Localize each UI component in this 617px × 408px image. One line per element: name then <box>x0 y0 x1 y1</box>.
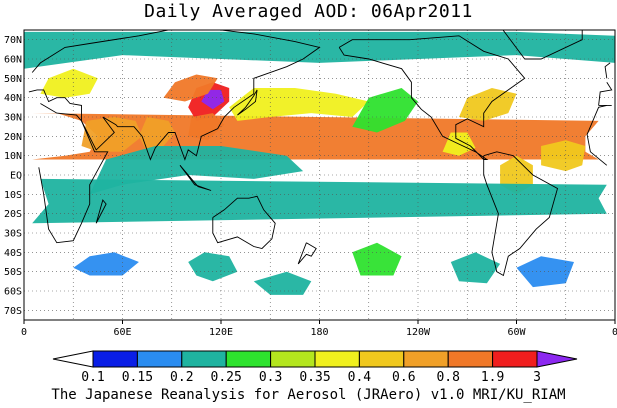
lat-label: 20N <box>4 132 22 143</box>
graticule <box>24 30 615 320</box>
lat-label: 40N <box>4 93 22 104</box>
colorbar-label: 0.1 <box>81 370 104 385</box>
colorbar-box <box>447 350 494 368</box>
lat-label: 60N <box>4 55 22 66</box>
colorbar-box <box>314 350 360 368</box>
aod-region-north-pacific-east <box>352 88 418 133</box>
lat-label: 60S <box>4 287 22 298</box>
colorbar-box <box>136 350 183 368</box>
colorbar-box <box>270 350 316 368</box>
lon-label: 180 <box>310 327 328 338</box>
aod-region-southern-ocean-6 <box>253 271 312 295</box>
colorbar-label: 0.35 <box>299 370 330 385</box>
colorbar-box <box>92 350 138 368</box>
lat-label: 10S <box>4 190 22 201</box>
lon-label: 60W <box>507 327 526 338</box>
aod-region-india-haze <box>138 117 175 152</box>
aod-region-china-south <box>188 113 225 141</box>
colorbar-box <box>225 350 272 368</box>
colorbar-label: 0.2 <box>170 370 193 385</box>
colorbar-label: 0.8 <box>436 370 459 385</box>
aod-region-southern-ocean-4 <box>450 252 501 284</box>
footer-credit: The Japanese Reanalysis for Aerosol (JRA… <box>51 387 566 403</box>
aod-region-europe-haze <box>40 68 98 98</box>
colorbar-box <box>181 350 227 368</box>
aod-region-east-asia-dust-core <box>201 89 225 110</box>
colorbar-label: 1.9 <box>481 370 504 385</box>
lat-label: 10N <box>4 151 22 162</box>
colorbar-max-arrow <box>536 350 578 368</box>
coastline-7 <box>297 242 317 265</box>
lon-label: 0 <box>21 327 27 338</box>
lon-label: 60E <box>113 327 131 338</box>
lat-label: 30N <box>4 113 22 124</box>
lat-label: 20S <box>4 209 22 220</box>
longitude-labels: 0 60E 120E 180 120W 60W 0 <box>21 320 617 338</box>
lon-label: 0 <box>612 327 617 338</box>
latitude-labels: 70N 60N 50N 40N 30N 20N 10N EQ 10S 20S 30S 40S 50S 60… <box>4 35 22 317</box>
lon-label: 120W <box>406 327 431 338</box>
coastline-6 <box>179 165 212 191</box>
coastline-9 <box>502 30 583 60</box>
aod-region-southern-ocean-5 <box>516 256 574 288</box>
lat-label: 70N <box>4 35 22 46</box>
colorbar-box <box>358 350 405 368</box>
coastline-0 <box>38 103 608 244</box>
aod-region-southern-ocean-3 <box>352 242 402 276</box>
aod-fill-layer <box>24 31 615 295</box>
coastline-2 <box>338 35 526 160</box>
colorbar-label: 0.6 <box>392 370 415 385</box>
lat-label: 70S <box>4 306 22 317</box>
lon-label: 120E <box>209 327 233 338</box>
lat-label: 50N <box>4 74 22 85</box>
colorbar-label: 0.25 <box>211 370 242 385</box>
coastline-3 <box>483 151 559 277</box>
aod-region-atlantic-plume <box>541 140 586 172</box>
aod-region-pacific-plume <box>229 88 369 121</box>
coastline-8 <box>95 199 107 224</box>
coastline-4 <box>212 195 276 249</box>
lat-label: 30S <box>4 229 22 240</box>
coastlines <box>28 30 613 277</box>
colorbar-label: 0.4 <box>348 370 372 385</box>
colorbar-box <box>492 350 538 368</box>
colorbar: 0.1 0.15 0.2 0.25 0.3 0.35 0.4 0.6 0.8 1.9 3 <box>52 350 578 385</box>
colorbar-label: 3 <box>533 370 541 385</box>
aod-region-mongolia-dust <box>163 74 218 102</box>
lat-label: 50S <box>4 267 22 278</box>
colorbar-label: 0.3 <box>259 370 282 385</box>
map-title: Daily Averaged AOD: 06Apr2011 <box>144 1 473 22</box>
lat-label: 40S <box>4 248 22 259</box>
aod-region-north-america-east <box>459 88 517 121</box>
aod-region-tropics-band <box>89 146 304 195</box>
aod-region-southern-ocean-2 <box>188 252 238 282</box>
colorbar-box <box>403 350 449 368</box>
coastline-1 <box>28 30 613 161</box>
lat-label: EQ <box>10 171 22 182</box>
colorbar-label: 0.15 <box>122 370 153 385</box>
coastline-5 <box>237 89 258 116</box>
coastline-10 <box>604 62 611 79</box>
colorbar-min-arrow <box>52 350 94 368</box>
aod-region-south-atlantic <box>32 178 607 224</box>
